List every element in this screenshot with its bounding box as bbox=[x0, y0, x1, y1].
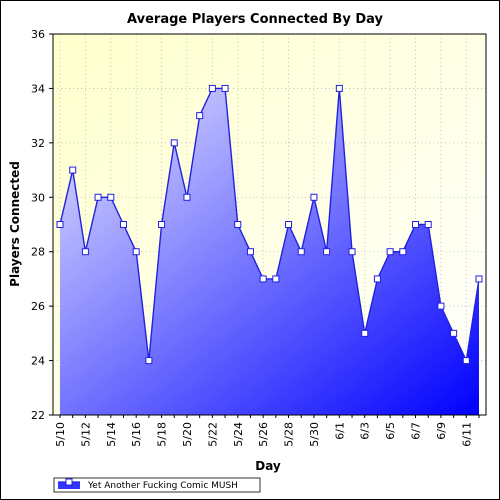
data-point-marker bbox=[399, 248, 407, 256]
data-point-marker bbox=[323, 248, 331, 256]
data-point-marker bbox=[69, 166, 77, 174]
x-tick-label: 5/16 bbox=[130, 422, 143, 447]
y-tick-label: 32 bbox=[31, 137, 45, 150]
x-axis-ticks: 5/10 5/12 5/14 5/16 5/18 5/20 5/22 5/24 5/26 5/28… bbox=[54, 415, 480, 447]
legend: Yet Another Fucking Comic MUSH bbox=[53, 477, 261, 493]
data-point-marker bbox=[107, 193, 115, 201]
data-point-marker bbox=[437, 302, 445, 310]
data-point-marker bbox=[221, 84, 229, 92]
data-point-marker bbox=[297, 248, 305, 256]
legend-marker-icon bbox=[65, 478, 73, 486]
data-point-marker bbox=[234, 221, 242, 228]
data-point-marker bbox=[412, 221, 420, 228]
data-point-marker bbox=[424, 221, 432, 228]
y-tick-label: 36 bbox=[31, 28, 45, 41]
data-point-marker bbox=[386, 248, 394, 256]
data-point-marker bbox=[348, 248, 356, 256]
data-point-marker bbox=[94, 193, 102, 201]
x-tick-label: 5/18 bbox=[156, 422, 169, 447]
y-tick-label: 28 bbox=[31, 246, 45, 259]
x-tick-label: 5/28 bbox=[283, 422, 296, 447]
x-tick-label: 5/20 bbox=[181, 422, 194, 447]
data-point-marker bbox=[475, 275, 483, 283]
x-tick-label: 5/10 bbox=[54, 422, 67, 447]
y-tick-label: 22 bbox=[31, 409, 45, 422]
y-axis-label: Players Connected bbox=[8, 161, 22, 287]
data-point-marker bbox=[246, 248, 254, 256]
y-tick-label: 24 bbox=[31, 355, 45, 368]
data-point-marker bbox=[208, 84, 216, 92]
data-point-marker bbox=[56, 221, 64, 228]
markers bbox=[56, 84, 483, 365]
x-tick-label: 6/9 bbox=[435, 422, 448, 440]
x-tick-label: 5/24 bbox=[232, 422, 245, 447]
x-tick-label: 6/7 bbox=[410, 422, 423, 440]
chart-title: Average Players Connected By Day bbox=[127, 12, 383, 27]
data-point-marker bbox=[285, 221, 293, 228]
data-point-marker bbox=[361, 329, 369, 337]
data-point-marker bbox=[145, 357, 153, 365]
x-axis-label: Day bbox=[255, 459, 281, 473]
data-point-marker bbox=[259, 275, 267, 283]
series-area bbox=[60, 88, 479, 416]
x-tick-label: 6/3 bbox=[359, 422, 372, 440]
data-point-marker bbox=[119, 221, 127, 228]
data-point-marker bbox=[170, 139, 178, 147]
data-point-marker bbox=[373, 275, 381, 283]
y-tick-label: 26 bbox=[31, 300, 45, 313]
data-point-marker bbox=[462, 357, 470, 365]
x-tick-label: 6/1 bbox=[333, 422, 346, 440]
data-point-marker bbox=[132, 248, 140, 256]
x-tick-label: 5/26 bbox=[257, 422, 270, 447]
legend-box bbox=[53, 477, 261, 493]
x-tick-label: 5/30 bbox=[308, 422, 321, 447]
y-tick-label: 34 bbox=[31, 82, 45, 95]
x-tick-label: 6/5 bbox=[384, 422, 397, 440]
data-point-marker bbox=[81, 248, 89, 256]
y-tick-label: 30 bbox=[31, 191, 45, 204]
data-point-marker bbox=[196, 112, 204, 120]
y-axis-ticks: 22 24 26 28 30 32 34 36 bbox=[31, 28, 53, 422]
series-line bbox=[59, 87, 480, 363]
legend-label: Yet Another Fucking Comic MUSH bbox=[87, 481, 238, 491]
x-tick-label: 5/22 bbox=[206, 422, 219, 447]
legend-swatch bbox=[58, 478, 80, 489]
data-point-marker bbox=[450, 329, 458, 337]
x-tick-label: 5/12 bbox=[79, 422, 92, 447]
data-point-marker bbox=[272, 275, 280, 283]
x-tick-label: 5/14 bbox=[105, 422, 118, 447]
plot-border bbox=[52, 33, 487, 416]
x-tick-label: 6/11 bbox=[460, 422, 473, 447]
data-point-marker bbox=[310, 193, 318, 201]
data-point-marker bbox=[183, 193, 191, 201]
data-point-marker bbox=[158, 221, 166, 228]
data-point-marker bbox=[335, 84, 343, 92]
